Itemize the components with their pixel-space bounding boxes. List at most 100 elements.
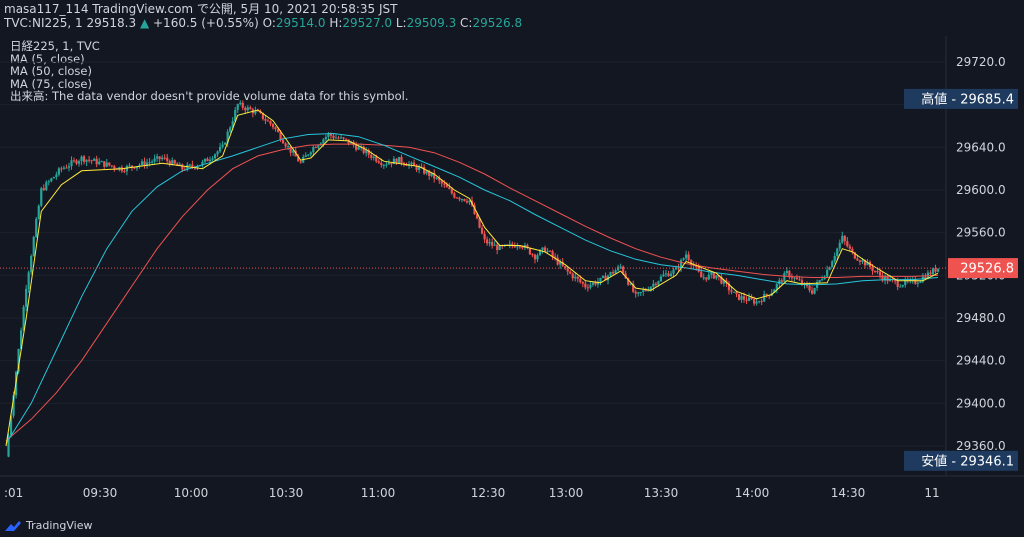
candle-body bbox=[654, 283, 657, 285]
candle-body bbox=[70, 160, 73, 167]
x-tick-label: 13:00 bbox=[549, 486, 584, 500]
legend-ma75[interactable]: MA (75, close) bbox=[10, 76, 92, 91]
candle-body bbox=[667, 273, 670, 277]
candle-body bbox=[284, 143, 287, 147]
candle-body bbox=[448, 187, 451, 189]
candle-body bbox=[528, 248, 532, 255]
candle-body bbox=[103, 161, 106, 167]
brand-label: TradingView bbox=[26, 519, 93, 532]
candle-body bbox=[254, 110, 257, 114]
candle-body bbox=[745, 299, 748, 301]
price-badge-label: 高値 - 29685.4 bbox=[921, 91, 1014, 107]
candle-body bbox=[929, 272, 932, 275]
candle-body bbox=[443, 183, 446, 185]
candle-body bbox=[516, 246, 519, 248]
candle-body bbox=[488, 242, 491, 244]
candle-body bbox=[705, 277, 708, 280]
candle-body bbox=[327, 133, 330, 137]
candle-body bbox=[344, 138, 348, 140]
ma75-line bbox=[5, 143, 939, 442]
candle-body bbox=[475, 214, 479, 219]
candle-body bbox=[737, 293, 741, 300]
candle-body bbox=[234, 109, 237, 122]
candle-body bbox=[881, 275, 884, 281]
candle-body bbox=[856, 258, 859, 261]
candle-body bbox=[246, 107, 249, 111]
candle-body bbox=[377, 161, 380, 163]
legend-ma50[interactable]: MA (50, close) bbox=[10, 64, 92, 78]
candle-body bbox=[239, 102, 242, 105]
candle-body bbox=[35, 218, 38, 237]
candle-body bbox=[480, 227, 484, 234]
candle-body bbox=[659, 276, 663, 282]
candle-body bbox=[873, 270, 877, 272]
candle-body bbox=[901, 285, 904, 287]
candle-body bbox=[438, 177, 441, 181]
candle-body bbox=[279, 132, 282, 140]
candle-body bbox=[158, 156, 161, 160]
candle-body bbox=[90, 160, 93, 162]
candle-body bbox=[755, 301, 758, 304]
close-label: C: bbox=[460, 16, 473, 30]
candle-body bbox=[108, 162, 111, 166]
candle-body bbox=[289, 146, 292, 153]
candle-body bbox=[513, 245, 516, 248]
candle-body bbox=[876, 271, 879, 273]
candle-body bbox=[858, 260, 862, 262]
candle-body bbox=[435, 177, 438, 179]
candle-body bbox=[355, 145, 358, 150]
candle-body bbox=[491, 242, 494, 246]
symbol-label: TVC:NI225, 1 bbox=[4, 16, 83, 30]
candle-body bbox=[866, 261, 869, 266]
candle-body bbox=[181, 164, 184, 170]
candle-body bbox=[163, 157, 166, 159]
candle-body bbox=[841, 235, 844, 243]
candle-body bbox=[821, 279, 824, 281]
candle-body bbox=[178, 164, 181, 166]
candle-body bbox=[241, 102, 244, 108]
candle-body bbox=[372, 156, 375, 158]
candle-body bbox=[123, 171, 126, 173]
candle-body bbox=[380, 162, 383, 165]
candle-body bbox=[93, 158, 96, 161]
candle-body bbox=[9, 415, 13, 436]
candle-body bbox=[47, 181, 50, 183]
candle-body bbox=[196, 166, 199, 168]
candle-body bbox=[397, 156, 401, 164]
ma5-line bbox=[5, 109, 939, 447]
candle-body bbox=[521, 246, 524, 248]
candle-body bbox=[758, 301, 761, 303]
legend-title[interactable]: 日経225, 1, TVC bbox=[10, 39, 100, 53]
candle-body bbox=[750, 297, 753, 300]
x-tick-label: 14:30 bbox=[831, 486, 866, 500]
candle-body bbox=[722, 280, 725, 284]
candle-body bbox=[851, 248, 854, 253]
candle-body bbox=[7, 435, 10, 457]
candle-body bbox=[904, 279, 907, 286]
candle-body bbox=[211, 158, 214, 160]
candle-body bbox=[337, 137, 340, 139]
y-tick-label: 29400.0 bbox=[956, 396, 1006, 410]
candle-body bbox=[634, 291, 637, 294]
candle-body bbox=[307, 154, 310, 156]
candle-body bbox=[785, 270, 788, 274]
candle-body bbox=[763, 294, 766, 302]
candle-body bbox=[541, 247, 544, 251]
candle-body bbox=[400, 156, 403, 163]
ma50-line bbox=[5, 132, 939, 445]
candle-body bbox=[166, 157, 169, 162]
price-badge bbox=[904, 88, 1018, 109]
candle-body bbox=[82, 156, 86, 162]
candle-body bbox=[486, 239, 489, 244]
candle-body bbox=[826, 269, 829, 277]
candle-body bbox=[533, 254, 537, 260]
candle-body bbox=[833, 256, 836, 262]
candle-body bbox=[390, 162, 393, 165]
candle-body bbox=[148, 162, 151, 164]
candle-body bbox=[936, 268, 940, 272]
candle-body bbox=[727, 283, 731, 291]
candle-body bbox=[478, 218, 481, 228]
candle-body bbox=[566, 268, 569, 272]
candle-body bbox=[88, 159, 91, 161]
